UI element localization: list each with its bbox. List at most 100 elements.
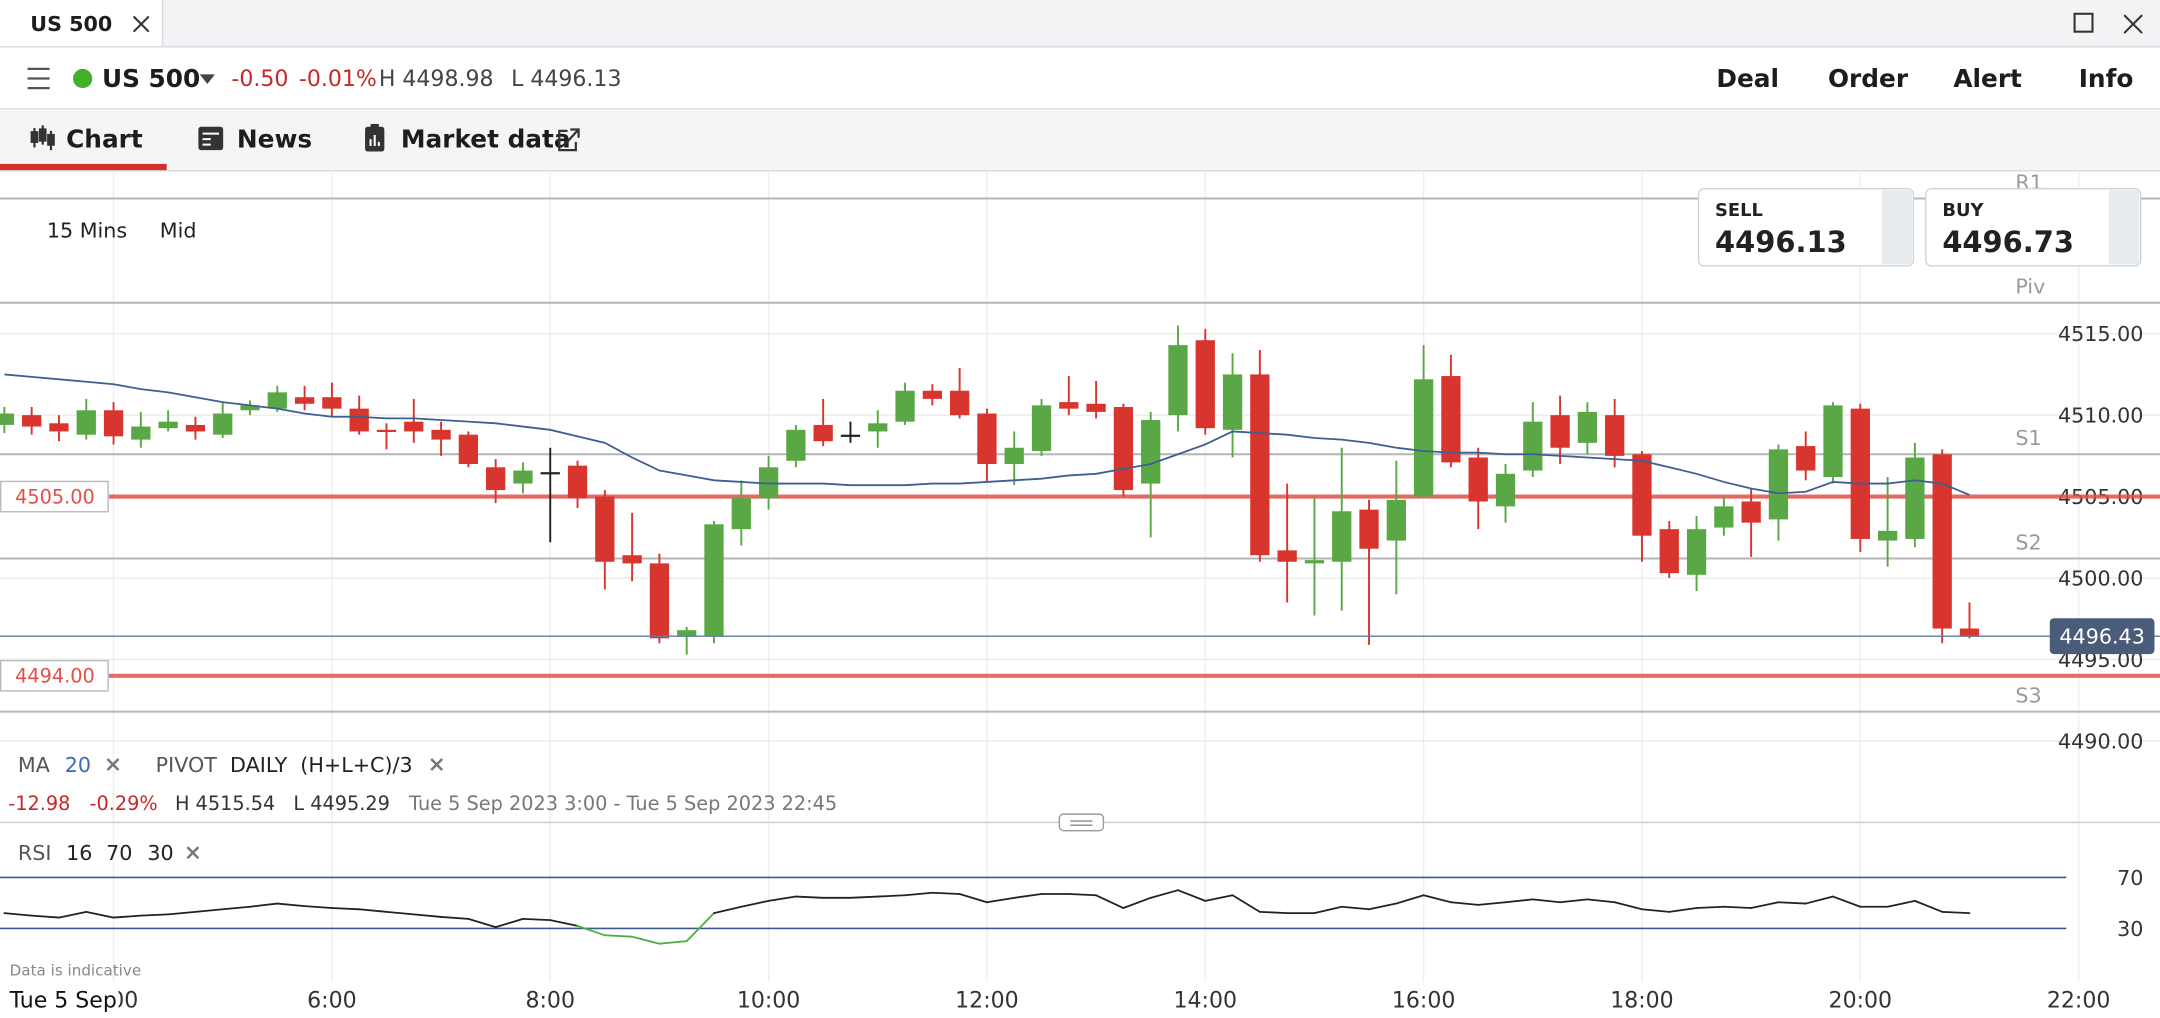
change-percent: -0.01% bbox=[299, 67, 377, 92]
action-button[interactable]: Deal bbox=[1716, 64, 1779, 93]
pivot-period[interactable]: DAILY bbox=[230, 753, 288, 777]
buy-box[interactable] bbox=[1925, 188, 2142, 267]
candle bbox=[1495, 464, 1516, 523]
window-tab[interactable] bbox=[0, 0, 163, 47]
remove-rsi[interactable] bbox=[186, 846, 200, 860]
action-button[interactable]: Alert bbox=[1953, 64, 2022, 93]
menu-button[interactable] bbox=[27, 67, 50, 90]
x-tick-label: 18:00 bbox=[1610, 988, 1674, 1013]
sell-box[interactable] bbox=[1697, 188, 1915, 267]
candle-body bbox=[1359, 509, 1379, 549]
candle-body bbox=[76, 410, 96, 435]
moving-average bbox=[4, 373, 1970, 496]
candle bbox=[349, 395, 369, 435]
rsi-line-segment bbox=[330, 907, 361, 911]
tab-chart[interactable]: Chart bbox=[66, 125, 143, 154]
close-button[interactable] bbox=[2123, 14, 2143, 34]
resize-handle[interactable] bbox=[1058, 813, 1105, 832]
candle-body bbox=[103, 410, 124, 437]
change: -0.50 bbox=[231, 67, 288, 92]
candle bbox=[1386, 460, 1406, 595]
candle bbox=[813, 398, 833, 447]
price-type-setting[interactable]: Mid bbox=[160, 218, 197, 242]
candle-body bbox=[1632, 454, 1652, 536]
period-high: H 4515.54 bbox=[175, 792, 275, 815]
candle bbox=[158, 410, 178, 432]
candle bbox=[404, 398, 424, 443]
candle bbox=[1932, 449, 1952, 644]
candle-body bbox=[376, 429, 397, 433]
candle bbox=[677, 626, 697, 655]
candle-body bbox=[458, 434, 479, 465]
candle bbox=[1113, 403, 1134, 497]
price-level-box bbox=[0, 659, 109, 692]
candle bbox=[595, 490, 615, 590]
candle-body bbox=[158, 421, 178, 429]
remove-pivot[interactable] bbox=[430, 758, 444, 771]
rsi-line-segment bbox=[1177, 889, 1207, 902]
candle bbox=[1714, 496, 1734, 536]
rsi-line-segment bbox=[1641, 908, 1671, 913]
pivot-formula[interactable]: (H+L+C)/3 bbox=[300, 753, 412, 777]
time-axis: 4:006:008:0010:0012:0014:0016:0018:0020:… bbox=[0, 983, 2160, 1018]
candle bbox=[458, 431, 479, 468]
tab-close[interactable] bbox=[132, 15, 150, 33]
candle bbox=[1605, 398, 1625, 468]
candle bbox=[786, 424, 806, 468]
candle-body bbox=[513, 470, 533, 484]
remove-ma[interactable] bbox=[106, 758, 120, 771]
candle-body bbox=[1386, 499, 1406, 541]
rsi-line-segment bbox=[1750, 901, 1780, 909]
pivot-label: S3 bbox=[2015, 683, 2041, 707]
tab-market-data[interactable]: Market data bbox=[401, 125, 571, 154]
external-link-icon[interactable] bbox=[558, 128, 580, 152]
candle bbox=[731, 480, 751, 546]
candle bbox=[977, 408, 997, 482]
candle bbox=[1332, 447, 1352, 611]
candle bbox=[240, 400, 260, 416]
sell-box-strip bbox=[1881, 190, 1913, 265]
last-price-box bbox=[2049, 618, 2155, 655]
candle-body bbox=[1823, 405, 1843, 478]
buy-button[interactable]: BUY 4496.73 bbox=[1925, 188, 2142, 267]
candle-body bbox=[1004, 447, 1024, 465]
buy-box-strip bbox=[2109, 190, 2140, 265]
maximize-button[interactable] bbox=[2073, 12, 2094, 33]
candle-body bbox=[922, 390, 942, 399]
market-dropdown[interactable] bbox=[199, 74, 215, 85]
action-button[interactable]: Order bbox=[1828, 64, 1909, 93]
candle bbox=[649, 553, 670, 644]
tab-news[interactable]: News bbox=[237, 125, 312, 154]
rsi-line-segment bbox=[794, 895, 825, 899]
candle-body bbox=[1413, 379, 1434, 497]
candle-body bbox=[1850, 408, 1870, 539]
candle bbox=[1823, 402, 1843, 484]
rsi-line-segment bbox=[685, 912, 715, 943]
ma-period[interactable]: 20 bbox=[65, 753, 91, 777]
rsi-lower[interactable]: 30 bbox=[147, 841, 173, 865]
candle-body bbox=[622, 555, 642, 564]
candle bbox=[1550, 395, 1570, 465]
candle-body bbox=[1141, 420, 1161, 484]
candle-body bbox=[22, 415, 42, 427]
market-name[interactable]: US 500 bbox=[102, 64, 200, 93]
rsi-period[interactable]: 16 bbox=[66, 841, 92, 865]
rsi-line-segment bbox=[931, 891, 961, 895]
candle-body bbox=[1768, 449, 1789, 520]
candle bbox=[1304, 496, 1325, 616]
candle-body bbox=[1932, 454, 1952, 629]
interval-setting[interactable]: 15 Mins bbox=[47, 218, 127, 242]
y-tick-label: 4500.00 bbox=[2058, 566, 2143, 590]
candle-body bbox=[1495, 473, 1516, 507]
candle-body bbox=[1877, 530, 1898, 541]
action-button[interactable]: Info bbox=[2079, 64, 2134, 93]
x-tick-label: 10:00 bbox=[737, 988, 800, 1013]
rsi-line-segment bbox=[740, 899, 770, 908]
x-tick-label: 16:00 bbox=[1392, 988, 1456, 1013]
candle-body bbox=[1905, 457, 1925, 539]
candle-body bbox=[868, 423, 888, 432]
candle bbox=[622, 512, 642, 582]
candle bbox=[1413, 345, 1434, 497]
rsi-upper[interactable]: 70 bbox=[106, 841, 132, 865]
sell-button[interactable]: SELL 4496.13 bbox=[1697, 188, 1915, 267]
